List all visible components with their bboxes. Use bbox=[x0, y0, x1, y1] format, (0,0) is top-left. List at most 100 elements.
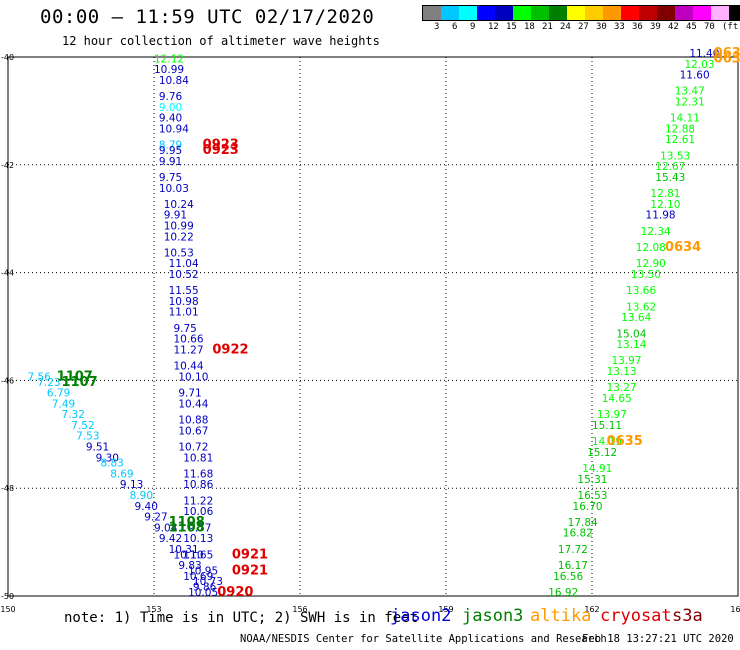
color-scale-label: 45 bbox=[686, 22, 697, 32]
wave-height-value: 9.40 bbox=[135, 501, 158, 513]
color-scale-label: 3 bbox=[434, 22, 440, 32]
wave-height-value: 10.98 bbox=[169, 296, 199, 308]
wave-height-value: 12.08 bbox=[636, 242, 666, 254]
wave-height-value: 8.83 bbox=[100, 458, 123, 470]
wave-height-value: 13.53 bbox=[660, 150, 690, 162]
wave-height-value: 7.53 bbox=[76, 431, 99, 443]
wave-height-value: 10.31 bbox=[169, 544, 199, 556]
wave-height-value: 13.97 bbox=[611, 355, 641, 367]
pass-time-label: 1108 bbox=[169, 515, 205, 530]
color-scale-label: 42 bbox=[668, 22, 679, 32]
wave-height-value: 15.31 bbox=[577, 474, 607, 486]
wave-height-value: 9.86 bbox=[193, 582, 217, 594]
wave-height-value: 10.22 bbox=[164, 231, 194, 243]
lat-tick-label: -50 bbox=[1, 592, 14, 601]
pass-time-label: 0923 bbox=[203, 143, 239, 158]
wave-height-value: 8.79 bbox=[159, 140, 182, 152]
wave-height-value: 7.52 bbox=[71, 420, 94, 432]
wave-height-value: 16.17 bbox=[558, 560, 588, 572]
wave-height-value: 16.56 bbox=[553, 571, 583, 583]
wave-height-value: 11.98 bbox=[646, 210, 676, 222]
pass-time-label: 0923 bbox=[203, 138, 239, 153]
color-scale-label: 33 bbox=[614, 22, 625, 32]
wave-height-value: 16.82 bbox=[563, 528, 593, 540]
wave-height-value: 15.11 bbox=[592, 420, 622, 432]
pass-time-label: 1107 bbox=[57, 369, 93, 384]
wave-height-value: 10.10 bbox=[178, 371, 208, 383]
wave-height-value: 13.14 bbox=[616, 339, 646, 351]
wave-height-value: 12.81 bbox=[650, 188, 680, 200]
wave-height-value: 10.03 bbox=[159, 183, 189, 195]
wave-height-value: 9.71 bbox=[178, 388, 201, 400]
wave-height-value: 11.68 bbox=[183, 468, 213, 480]
color-swatch bbox=[441, 6, 459, 20]
page-title: 00:00 – 11:59 UTC 02/17/2020 bbox=[40, 6, 375, 28]
color-swatch bbox=[567, 6, 585, 20]
lon-tick-label: 153 bbox=[146, 605, 161, 614]
pass-time-label: 0635 bbox=[607, 434, 643, 449]
legend-item-s3a: s3a bbox=[672, 606, 703, 626]
lat-tick-label: -48 bbox=[1, 484, 14, 493]
wave-height-value: 10.72 bbox=[178, 441, 208, 453]
color-scale-label: 70 bbox=[704, 22, 715, 32]
legend-item-jason3: jason3 bbox=[462, 606, 524, 626]
wave-height-value: 16.53 bbox=[577, 490, 607, 502]
color-swatch bbox=[711, 6, 729, 20]
wave-height-value: 14.91 bbox=[582, 463, 612, 475]
timestamp: Feb 18 13:27:21 UTC 2020 bbox=[582, 633, 734, 645]
color-scale-label: 18 bbox=[524, 22, 535, 32]
wave-height-value: 12.34 bbox=[641, 226, 671, 238]
color-scale-label: 6 bbox=[452, 22, 458, 32]
wave-height-value: 10.99 bbox=[154, 64, 184, 76]
wave-height-value: 11.04 bbox=[169, 258, 199, 270]
wave-height-value: 15.04 bbox=[616, 328, 646, 340]
wave-height-value: 10.73 bbox=[193, 576, 223, 588]
wave-height-value: 11.01 bbox=[169, 307, 199, 319]
wave-height-value: 9.77 bbox=[188, 522, 211, 534]
wave-height-value: 10.84 bbox=[159, 75, 189, 87]
color-swatch bbox=[477, 6, 495, 20]
lon-tick-label: 159 bbox=[438, 605, 453, 614]
wave-height-value: 13.66 bbox=[626, 285, 656, 297]
wave-height-value: 10.53 bbox=[164, 247, 194, 259]
wave-height-value: 13.13 bbox=[607, 366, 637, 378]
lon-tick-label: 162 bbox=[584, 605, 599, 614]
wave-height-value: 10.88 bbox=[178, 415, 208, 427]
wave-height-value: 7.56 bbox=[27, 371, 51, 383]
wave-height-value: 9.04 bbox=[154, 522, 178, 534]
color-scale-label: 39 bbox=[650, 22, 661, 32]
wave-height-value: 7.49 bbox=[52, 398, 75, 410]
wave-height-value: 15.12 bbox=[587, 447, 617, 459]
wave-height-value: 8.90 bbox=[130, 490, 153, 502]
color-scale-label: 12 bbox=[488, 22, 499, 32]
footer-note: note: 1) Time is in UTC; 2) SWH is in fe… bbox=[64, 610, 419, 626]
color-swatch bbox=[603, 6, 621, 20]
color-swatch bbox=[621, 6, 639, 20]
color-swatch bbox=[675, 6, 693, 20]
wave-height-value: 11.55 bbox=[169, 285, 199, 297]
wave-height-value: 9.40 bbox=[159, 113, 182, 125]
wave-height-value: 8.69 bbox=[110, 468, 133, 480]
wave-height-value: 17.84 bbox=[568, 517, 598, 529]
color-swatch bbox=[513, 6, 531, 20]
pass-time-label: 0922 bbox=[212, 342, 248, 357]
wave-height-value: 10.67 bbox=[178, 425, 208, 437]
wave-height-value: 16.70 bbox=[573, 501, 603, 513]
wave-height-value: 11.22 bbox=[183, 495, 213, 507]
pass-time-label: 0633 bbox=[714, 51, 740, 66]
wave-height-value: 11.60 bbox=[680, 70, 710, 82]
wave-height-value: 6.79 bbox=[47, 388, 70, 400]
wave-height-value: 9.91 bbox=[164, 210, 187, 222]
wave-height-value: 9.13 bbox=[120, 479, 143, 491]
color-swatch bbox=[657, 6, 675, 20]
legend-item-altika: altika bbox=[530, 606, 592, 626]
pass-time-label: 0634 bbox=[665, 240, 701, 255]
lat-tick-label: -42 bbox=[1, 161, 14, 170]
wave-height-value: 14.65 bbox=[602, 393, 632, 405]
color-swatch bbox=[585, 6, 603, 20]
wave-height-value: 10.86 bbox=[183, 479, 213, 491]
wave-height-value: 12.03 bbox=[684, 59, 714, 71]
wave-height-value: 10.13 bbox=[183, 533, 213, 545]
